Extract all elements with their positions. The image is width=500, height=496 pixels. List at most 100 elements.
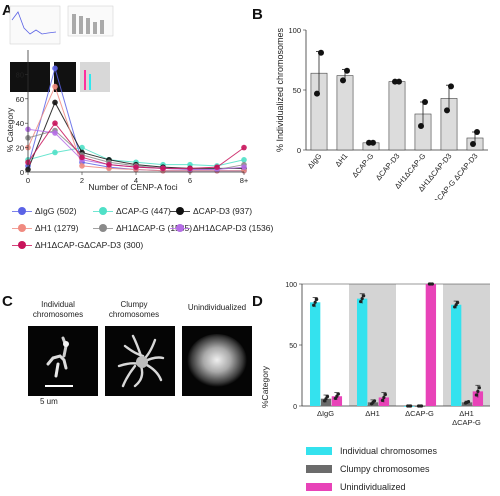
a-x-axis-label: Number of CENP-A foci [88, 182, 177, 192]
b-x-tick-label: ΔCAP-D3 [374, 152, 402, 183]
micrograph-title-unindividualized: Unindividualized [187, 303, 247, 312]
b-x-tick-label: ΔH1 [333, 152, 349, 169]
panel-b-letter: B [252, 6, 263, 23]
panel-a-letter: A [2, 2, 13, 19]
b-y-tick-label: 50 [293, 86, 301, 95]
d-shaded-region [349, 284, 396, 406]
legend-a-label: ΔCAP-D3 (937) [193, 206, 253, 216]
legend-a-marker [12, 224, 32, 232]
a-x-tick-label: 0 [26, 176, 30, 185]
d-data-point [380, 398, 384, 402]
d-y-tick-label: 50 [289, 343, 297, 350]
a-data-point [52, 120, 58, 126]
d-x-tick-label: ΔCAP-G [405, 409, 434, 418]
a-y-axis-label: % Category [5, 107, 15, 152]
a-y-tick-label: 60 [16, 95, 24, 104]
d-bar [309, 302, 321, 406]
d-data-point [456, 300, 460, 305]
d-x-tick-label: ΔCAP-G [452, 418, 481, 427]
a-x-tick-label: 8+ [240, 176, 249, 185]
b-data-point [474, 129, 480, 135]
d-data-point [372, 399, 377, 403]
d-bar [450, 304, 462, 406]
d-data-point [360, 297, 364, 301]
d-x-tick-label: ΔH1 [365, 409, 380, 418]
legend-a-item: ΔH1ΔCAP-G (1585) [93, 223, 193, 233]
micrograph-clumpy [105, 326, 175, 396]
micrograph-title-clumpy: Clumpy chromosomes [108, 300, 160, 319]
a-data-point [241, 157, 247, 163]
legend-a-label: ΔH1ΔCAP-D3 (1536) [193, 223, 274, 233]
d-data-point [382, 395, 386, 400]
legend-a-marker [170, 224, 190, 232]
legend-item-clumpy: Clumpy chromosomes [306, 464, 430, 474]
d-data-point [312, 303, 316, 307]
legend-label-unindividualized: Unindividualized [340, 482, 406, 492]
d-data-point [315, 297, 319, 301]
legend-a-item: ΔH1 (1279) [12, 223, 79, 233]
b-data-point [318, 49, 324, 56]
d-data-point [359, 299, 363, 304]
a-y-tick-label: 40 [16, 119, 24, 128]
d-bar [331, 396, 343, 406]
legend-a-marker [93, 207, 113, 215]
scale-bar-label: 5 um [40, 397, 58, 406]
legend-item-individual: Individual chromosomes [306, 446, 437, 456]
b-y-tick-label: 0 [297, 146, 301, 155]
d-data-point [362, 294, 366, 298]
legend-a-marker [93, 224, 113, 232]
b-data-point [340, 77, 346, 84]
legend-a-label: ΔH1ΔCAP-G (1585) [116, 223, 193, 233]
b-data-point [314, 90, 320, 97]
legend-a-marker [12, 241, 32, 249]
b-data-point [396, 78, 402, 85]
d-data-point [313, 300, 317, 304]
d-data-point [474, 393, 478, 397]
legend-a-label: ΔH1 (1279) [35, 223, 79, 233]
chart-a: % Category Number of CENP-A foci 0204060… [5, 5, 249, 192]
a-data-point [52, 65, 58, 72]
panel-c-letter: C [2, 293, 13, 310]
b-x-tick-label: ΔCAP-G [350, 151, 375, 179]
a-data-point [133, 164, 139, 170]
unindividualized-image [187, 334, 247, 388]
d-bar [356, 298, 368, 406]
a-x-tick-label: 6 [188, 176, 192, 185]
d-data-point [476, 389, 480, 393]
micrograph-title-individual: Individual chromosomes [32, 300, 84, 319]
b-y-tick-label: 100 [288, 26, 301, 35]
a-data-point [52, 149, 58, 156]
a-y-tick-label: 20 [16, 144, 24, 153]
b-data-point [444, 107, 450, 114]
inset-thumbnails [9, 5, 114, 92]
legend-a-item: ΔH1ΔCAP-D3 (1536) [170, 223, 274, 233]
d-y-tick-label: 100 [285, 282, 297, 289]
d-ylabel: %Category [260, 365, 270, 408]
b-y-axis-label: % Individualized chromosomes [275, 27, 285, 152]
b-data-point [422, 99, 428, 105]
legend-a-item: ΔIgG (502) [12, 206, 77, 216]
legend-swatch-clumpy [306, 465, 332, 473]
d-bar [461, 402, 473, 406]
a-data-point [241, 144, 247, 151]
b-data-point [470, 141, 476, 147]
b-data-point [448, 83, 454, 90]
a-data-point [187, 165, 193, 172]
a-data-point [79, 154, 85, 161]
a-data-point [52, 99, 58, 106]
a-y-tick-label: 0 [20, 168, 24, 177]
a-data-point [106, 161, 112, 168]
a-data-point [52, 83, 58, 90]
b-data-point [370, 139, 376, 146]
chart-b: % Individualized chromosomes 0 50 100 ΔIgG Δ… [275, 26, 488, 200]
legend-a-marker [170, 207, 190, 215]
legend-a-item: ΔCAP-D3 (937) [170, 206, 253, 216]
a-x-tick-label: 2 [80, 176, 84, 185]
legend-label-clumpy: Clumpy chromosomes [340, 464, 430, 474]
d-x-tick-label: ΔH1 [459, 409, 474, 418]
a-data-point [241, 164, 247, 170]
legend-a-item: ΔCAP-G (447) [93, 206, 171, 216]
a-data-point [52, 130, 58, 136]
d-data-point [430, 282, 434, 286]
d-data-point [466, 400, 471, 404]
